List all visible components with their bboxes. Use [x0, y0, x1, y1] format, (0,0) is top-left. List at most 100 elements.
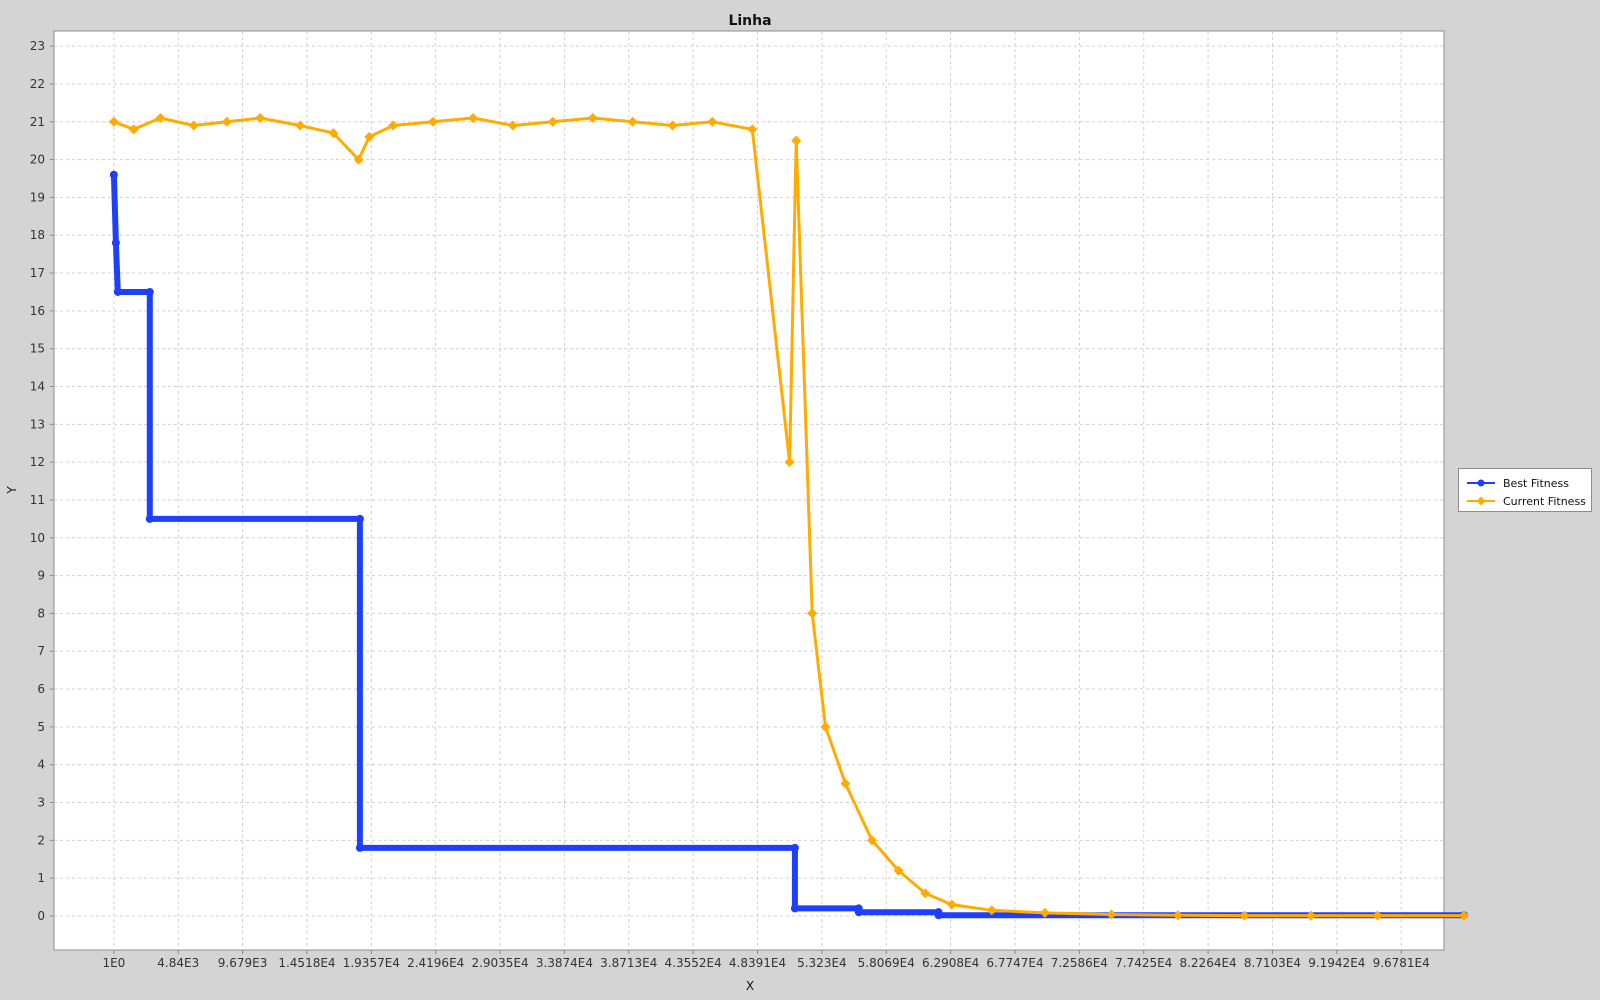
- x-tick-label: 2.4196E4: [407, 956, 464, 970]
- data-point: [867, 835, 878, 846]
- data-point: [111, 238, 120, 247]
- data-point: [1106, 909, 1117, 920]
- data-point: [128, 124, 139, 135]
- x-tick-label: 9.679E3: [218, 956, 268, 970]
- series-line: [110, 174, 1464, 919]
- data-point: [791, 135, 802, 146]
- legend: Best Fitness Current Fitness: [1458, 468, 1592, 512]
- data-point: [920, 888, 931, 899]
- data-point: [1372, 910, 1383, 921]
- diamond-marker-icon: [1467, 496, 1495, 506]
- data-point: [355, 514, 364, 523]
- y-tick-label: 14: [30, 379, 45, 393]
- legend-label-current-fitness: Current Fitness: [1503, 494, 1586, 508]
- data-point: [295, 120, 306, 131]
- x-tick-label: 7.2586E4: [1051, 956, 1108, 970]
- data-point: [145, 287, 154, 296]
- data-point: [467, 112, 478, 123]
- data-point: [790, 843, 799, 852]
- y-tick-label: 17: [30, 266, 45, 280]
- y-tick-label: 23: [30, 39, 45, 53]
- data-point: [109, 170, 118, 179]
- data-point: [790, 904, 799, 913]
- data-point: [934, 911, 943, 920]
- x-tick-label: 1.9357E4: [343, 956, 400, 970]
- data-point: [807, 608, 818, 619]
- data-point: [255, 112, 266, 123]
- plot-area: [53, 30, 1445, 951]
- x-tick-label: 1.4518E4: [278, 956, 335, 970]
- data-point: [428, 116, 439, 127]
- data-point: [507, 120, 518, 131]
- x-tick-label: 9.6781E4: [1373, 956, 1430, 970]
- data-point: [854, 908, 863, 917]
- x-axis: 1E0 4.84E3 9.679E3 1.4518E4 1.9357E4 2.4196E4…: [102, 950, 1430, 970]
- data-point: [145, 514, 154, 523]
- y-tick-label: 1: [37, 871, 45, 885]
- data-point: [946, 899, 957, 910]
- chart-title: Linha: [728, 13, 771, 29]
- y-tick-label: 22: [30, 77, 45, 91]
- y-tick-label: 11: [30, 493, 45, 507]
- y-tick-label: 18: [30, 228, 45, 242]
- data-point: [388, 120, 399, 131]
- x-tick-label: 6.2908E4: [922, 956, 979, 970]
- data-point: [893, 865, 904, 876]
- y-tick-label: 0: [37, 909, 45, 923]
- y-tick-label: 7: [37, 644, 45, 658]
- data-point: [108, 116, 119, 127]
- data-point: [747, 124, 758, 135]
- data-point: [627, 116, 638, 127]
- data-point: [328, 128, 339, 139]
- data-point: [986, 905, 997, 916]
- x-tick-label: 3.3874E4: [536, 956, 593, 970]
- x-axis-label: X: [746, 979, 754, 993]
- data-point: [113, 287, 122, 296]
- x-tick-label: 6.7747E4: [986, 956, 1043, 970]
- y-tick-label: 2: [37, 833, 45, 847]
- x-tick-label: 4.3552E4: [665, 956, 722, 970]
- x-tick-label: 2.9035E4: [471, 956, 528, 970]
- series-best-fitness: [109, 170, 1468, 920]
- x-tick-label: 8.2264E4: [1179, 956, 1236, 970]
- data-point: [547, 116, 558, 127]
- y-tick-label: 10: [30, 531, 45, 545]
- y-tick-label: 19: [30, 190, 45, 204]
- y-tick-label: 6: [37, 682, 45, 696]
- data-point: [1039, 907, 1050, 918]
- grid: [54, 31, 1444, 950]
- circle-marker-icon: [1467, 479, 1495, 487]
- x-tick-label: 1E0: [102, 956, 125, 970]
- data-point: [784, 457, 795, 468]
- y-tick-label: 5: [37, 720, 45, 734]
- y-tick-label: 8: [37, 606, 45, 620]
- x-tick-label: 3.8713E4: [600, 956, 657, 970]
- y-tick-label: 13: [30, 417, 45, 431]
- x-tick-label: 4.8391E4: [729, 956, 786, 970]
- y-tick-label: 4: [37, 758, 45, 772]
- series-layer: [108, 112, 1469, 921]
- legend-item-best-fitness: Best Fitness: [1459, 474, 1591, 492]
- y-tick-label: 9: [37, 569, 45, 583]
- y-tick-label: 21: [30, 115, 45, 129]
- y-tick-label: 12: [30, 455, 45, 469]
- y-tick-label: 16: [30, 304, 45, 318]
- legend-label-best-fitness: Best Fitness: [1503, 476, 1569, 490]
- data-point: [188, 120, 199, 131]
- data-point: [587, 112, 598, 123]
- x-tick-label: 5.323E4: [797, 956, 847, 970]
- data-point: [820, 721, 831, 732]
- y-tick-label: 3: [37, 796, 45, 810]
- x-tick-label: 7.7425E4: [1115, 956, 1172, 970]
- x-tick-label: 4.84E3: [157, 956, 199, 970]
- data-point: [221, 116, 232, 127]
- series-current-fitness: [108, 112, 1469, 921]
- data-point: [1172, 910, 1183, 921]
- x-tick-label: 5.8069E4: [858, 956, 915, 970]
- data-point: [355, 843, 364, 852]
- x-tick-label: 9.1942E4: [1308, 956, 1365, 970]
- data-point: [155, 112, 166, 123]
- data-point: [1239, 910, 1250, 921]
- legend-item-current-fitness: Current Fitness: [1459, 492, 1591, 510]
